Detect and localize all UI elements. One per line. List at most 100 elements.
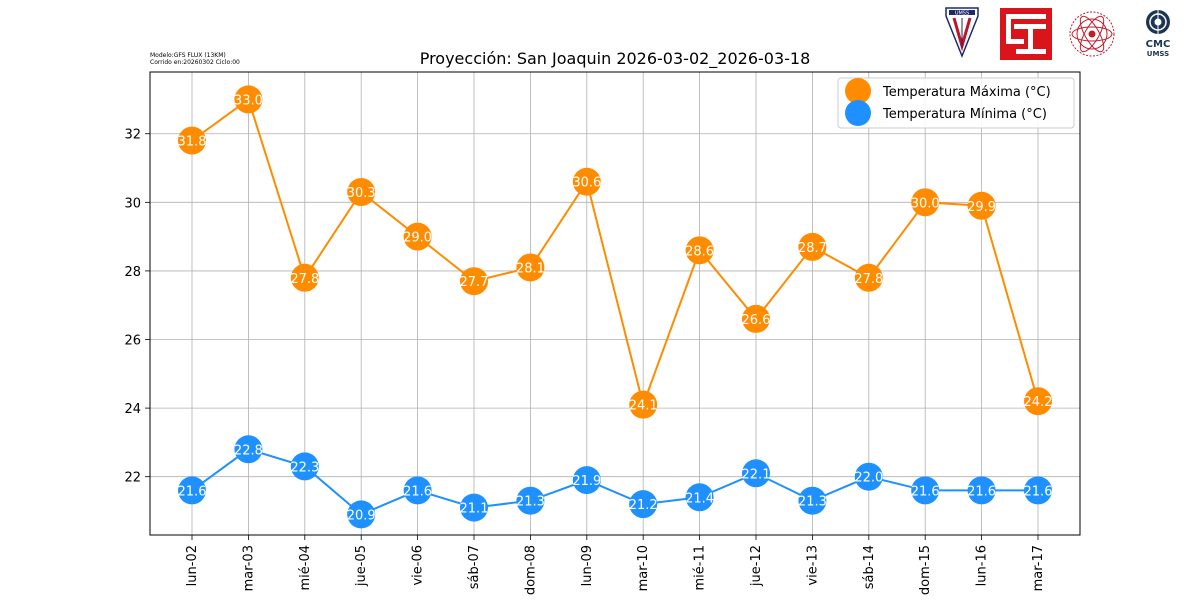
data-label: 28.6 bbox=[685, 244, 714, 259]
data-label: 30.6 bbox=[572, 176, 601, 191]
axes: lun-02 mar-03 mié-04 jue-05 vie-06 sáb-07 dom-… bbox=[124, 71, 1081, 595]
data-point bbox=[798, 232, 827, 261]
data-label: 33.0 bbox=[234, 93, 263, 108]
data-point bbox=[854, 462, 883, 491]
chart-title: Proyección: San Joaquin 2026-03-02_2026-… bbox=[420, 49, 811, 69]
data-label: 31.8 bbox=[178, 135, 207, 150]
plot-frame bbox=[149, 71, 1081, 536]
data-label: 30.0 bbox=[911, 196, 940, 211]
data-point bbox=[572, 466, 601, 495]
legend-label: Temperatura Máxima (°C) bbox=[882, 85, 1051, 100]
data-point bbox=[460, 267, 488, 296]
data-point bbox=[572, 167, 601, 196]
data-label: 27.7 bbox=[460, 275, 489, 290]
data-label: 22.0 bbox=[854, 471, 883, 486]
y-tick-label: 26 bbox=[124, 334, 141, 349]
data-point bbox=[347, 500, 376, 529]
data-label: 21.6 bbox=[403, 484, 432, 499]
series-line bbox=[191, 97, 1039, 409]
data-label: 22.8 bbox=[234, 443, 263, 458]
x-tick-label: dom-15 bbox=[918, 545, 933, 595]
x-tick-label: sáb-07 bbox=[467, 545, 482, 589]
y-tick-label: 24 bbox=[124, 402, 141, 417]
data-label: 21.1 bbox=[460, 502, 489, 517]
data-label: 30.3 bbox=[347, 186, 376, 201]
x-tick-label: mié-04 bbox=[298, 545, 313, 591]
data-label: 20.9 bbox=[347, 508, 376, 523]
legend-marker bbox=[845, 78, 871, 104]
data-label: 21.6 bbox=[178, 484, 207, 499]
cmc-logo-subtext: UMSS bbox=[1147, 50, 1169, 58]
y-tick-label: 30 bbox=[124, 196, 141, 211]
data-point bbox=[516, 486, 545, 515]
data-point bbox=[178, 476, 206, 505]
y-tick-label: 28 bbox=[124, 265, 141, 280]
data-label: 21.3 bbox=[516, 495, 545, 510]
data-point bbox=[1024, 476, 1052, 505]
umss-logo: UMSS bbox=[945, 7, 979, 59]
x-tick-label: mar-10 bbox=[636, 545, 651, 591]
data-point bbox=[967, 191, 996, 220]
x-tick-label: sáb-14 bbox=[862, 545, 877, 589]
data-label: 27.8 bbox=[290, 272, 319, 287]
data-point bbox=[403, 222, 432, 251]
data-point bbox=[629, 390, 658, 419]
data-point bbox=[685, 236, 714, 265]
x-tick-label: mar-17 bbox=[1031, 545, 1046, 591]
data-label: 24.1 bbox=[629, 399, 658, 414]
logos: UMSS CMC UMSS bbox=[945, 7, 1171, 60]
x-tick-label: vie-06 bbox=[411, 545, 426, 586]
x-tick-label: mar-03 bbox=[241, 545, 256, 591]
legend-label: Temperatura Mínima (°C) bbox=[882, 107, 1047, 122]
x-tick-label: lun-16 bbox=[975, 545, 990, 586]
data-point bbox=[347, 178, 376, 207]
legend-marker bbox=[845, 100, 871, 126]
x-tick-label: lun-09 bbox=[580, 545, 595, 586]
data-label: 26.6 bbox=[742, 313, 771, 328]
data-label: 21.4 bbox=[685, 491, 714, 506]
cmc-logo-text: CMC bbox=[1146, 39, 1171, 50]
data-point bbox=[742, 459, 770, 488]
data-label: 21.6 bbox=[911, 484, 940, 499]
seal-logo bbox=[1069, 11, 1115, 57]
data-label: 21.3 bbox=[798, 495, 827, 510]
data-label: 28.7 bbox=[798, 241, 827, 256]
y-tick-label: 22 bbox=[124, 471, 141, 486]
data-label: 21.9 bbox=[572, 474, 601, 489]
data-label: 28.1 bbox=[516, 261, 545, 276]
data-point bbox=[460, 493, 488, 522]
data-point bbox=[685, 483, 714, 512]
data-label: 21.2 bbox=[629, 498, 658, 513]
umss-logo-text: UMSS bbox=[955, 11, 969, 17]
model-info-line2: Corrido en:20260302 Ciclo:00 bbox=[150, 59, 240, 66]
series-line bbox=[191, 448, 1038, 516]
data-point bbox=[1024, 387, 1052, 416]
x-tick-label: lun-02 bbox=[185, 545, 200, 586]
data-point bbox=[854, 263, 883, 292]
x-tick-label: jue-05 bbox=[354, 545, 369, 587]
data-label: 29.0 bbox=[403, 231, 432, 246]
data-point bbox=[742, 304, 770, 333]
data-point bbox=[798, 486, 827, 515]
data-label: 29.9 bbox=[967, 200, 996, 215]
legend: Temperatura Máxima (°C) Temperatura Mínim… bbox=[837, 77, 1075, 129]
data-point bbox=[629, 490, 658, 519]
x-tick-label: jue-12 bbox=[749, 545, 764, 587]
data-point bbox=[234, 85, 263, 114]
data-point bbox=[967, 476, 996, 505]
legend-box bbox=[837, 77, 1075, 129]
data-point bbox=[516, 253, 545, 282]
series-layer: 31.8 33.0 27.8 30.3 29.0 27.7 28.1 30.6 24.1 28.6… bbox=[178, 85, 1053, 529]
data-label: 22.1 bbox=[742, 467, 771, 482]
data-point bbox=[911, 476, 940, 505]
data-point bbox=[290, 263, 319, 292]
data-label: 21.6 bbox=[1024, 484, 1053, 499]
data-label: 24.2 bbox=[1024, 395, 1053, 410]
faculty-logo bbox=[1000, 8, 1052, 60]
data-point bbox=[234, 435, 263, 464]
data-point bbox=[403, 476, 432, 505]
model-info: Modelo:GFS FLUX (13KM) Corrido en:202603… bbox=[150, 52, 240, 66]
data-label: 22.3 bbox=[290, 460, 319, 475]
data-point bbox=[911, 188, 940, 217]
